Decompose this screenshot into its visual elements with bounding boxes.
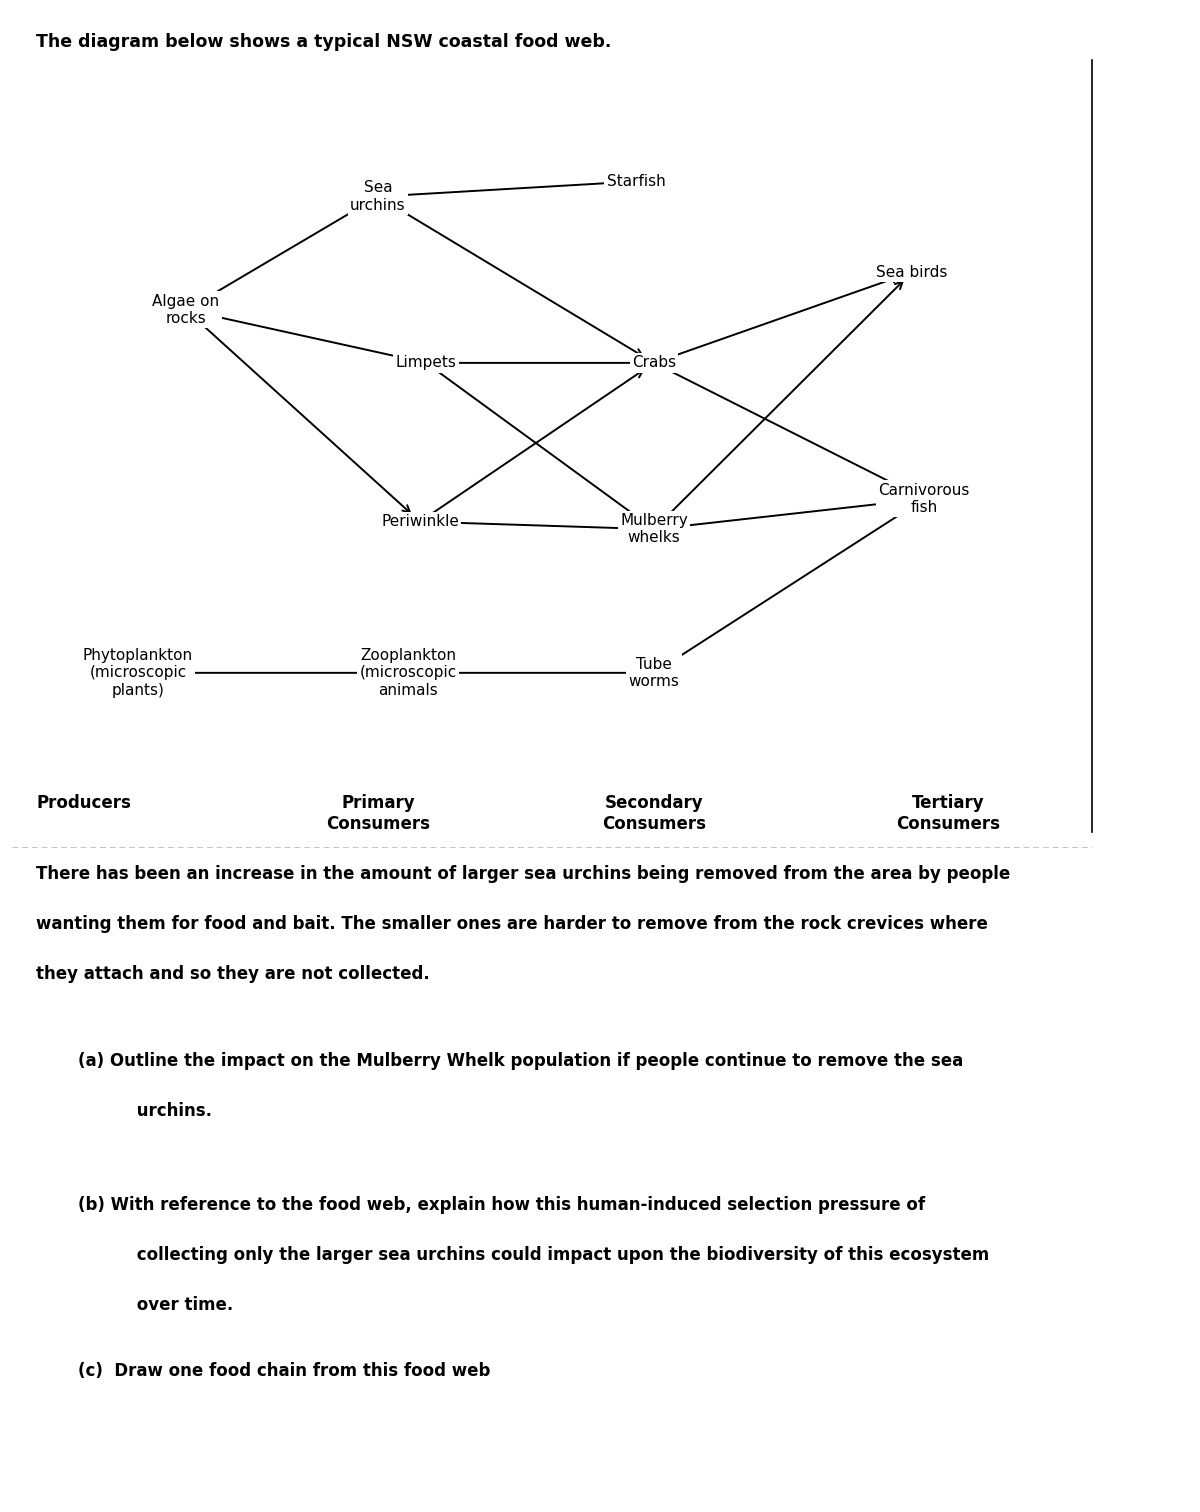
Text: wanting them for food and bait. The smaller ones are harder to remove from the r: wanting them for food and bait. The smal… [36, 915, 988, 933]
Text: Crabs: Crabs [632, 355, 676, 370]
Text: There has been an increase in the amount of larger sea urchins being removed fro: There has been an increase in the amount… [36, 865, 1010, 883]
Text: Starfish: Starfish [607, 174, 665, 189]
Text: Limpets: Limpets [396, 355, 456, 370]
Text: The diagram below shows a typical NSW coastal food web.: The diagram below shows a typical NSW co… [36, 33, 611, 51]
Text: Tertiary
Consumers: Tertiary Consumers [896, 794, 1000, 833]
Text: collecting only the larger sea urchins could impact upon the biodiversity of thi: collecting only the larger sea urchins c… [108, 1246, 989, 1264]
Text: (c)  Draw one food chain from this food web: (c) Draw one food chain from this food w… [78, 1362, 491, 1380]
Text: Mulberry
whelks: Mulberry whelks [620, 513, 688, 546]
Text: they attach and so they are not collected.: they attach and so they are not collecte… [36, 965, 430, 983]
Text: (b) With reference to the food web, explain how this human-induced selection pre: (b) With reference to the food web, expl… [78, 1196, 925, 1214]
Text: Tube
worms: Tube worms [629, 656, 679, 689]
Text: Periwinkle: Periwinkle [382, 514, 458, 529]
Text: (a) Outline the impact on the Mulberry Whelk population if people continue to re: (a) Outline the impact on the Mulberry W… [78, 1052, 964, 1070]
Text: Algae on
rocks: Algae on rocks [152, 293, 220, 327]
Text: Carnivorous
fish: Carnivorous fish [878, 482, 970, 516]
Text: over time.: over time. [108, 1296, 233, 1314]
Text: Secondary
Consumers: Secondary Consumers [602, 794, 706, 833]
Text: Sea
urchins: Sea urchins [350, 180, 406, 213]
Text: urchins.: urchins. [108, 1102, 212, 1120]
Text: Producers: Producers [36, 794, 132, 812]
Text: Phytoplankton
(microscopic
plants): Phytoplankton (microscopic plants) [83, 649, 193, 697]
Text: Zooplankton
(microscopic
animals: Zooplankton (microscopic animals [359, 649, 457, 697]
Text: Primary
Consumers: Primary Consumers [326, 794, 430, 833]
Text: Sea birds: Sea birds [876, 265, 948, 280]
